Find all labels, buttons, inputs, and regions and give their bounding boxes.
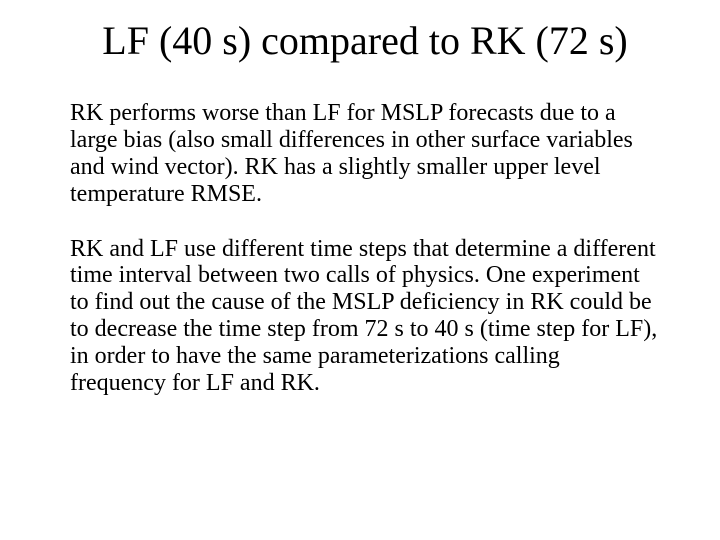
paragraph-1: RK performs worse than LF for MSLP forec…: [70, 100, 660, 208]
slide-title: LF (40 s) compared to RK (72 s): [70, 18, 660, 64]
paragraph-2: RK and LF use different time steps that …: [70, 236, 660, 397]
slide-container: LF (40 s) compared to RK (72 s) RK perfo…: [0, 0, 720, 540]
